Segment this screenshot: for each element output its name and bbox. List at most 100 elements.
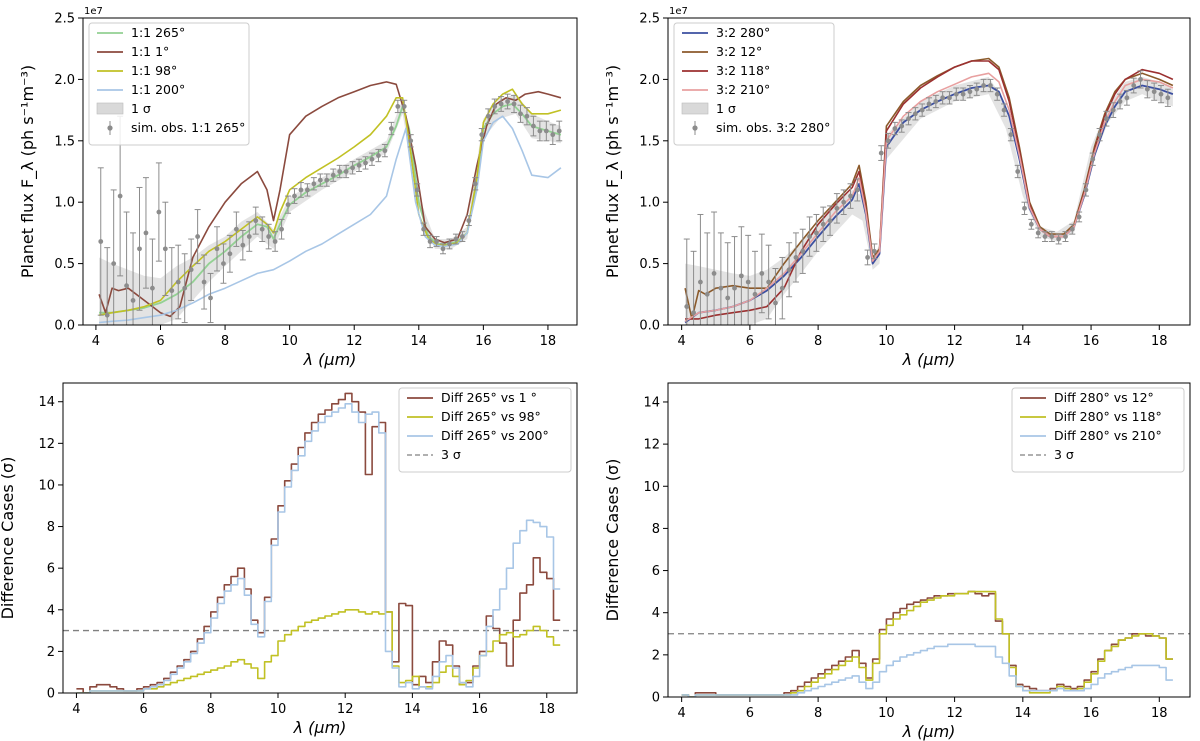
x-tick-label: 4 xyxy=(678,334,686,349)
legend-frame xyxy=(88,22,250,146)
obs-point xyxy=(259,226,265,232)
legend-label: 1:1 98° xyxy=(131,63,177,78)
obs-point xyxy=(732,285,737,291)
y-tick-label: 2.5 xyxy=(54,12,75,27)
x-tick-label: 10 xyxy=(281,334,298,349)
obs-point xyxy=(947,95,952,101)
legend-label: 1:1 200° xyxy=(131,82,185,97)
legend-label: Diff 280° vs 12° xyxy=(1054,390,1154,405)
obs-point xyxy=(912,111,918,117)
y-tick-label: 0.0 xyxy=(639,319,660,334)
obs-point xyxy=(752,291,758,297)
obs-point xyxy=(550,132,556,138)
obs-point xyxy=(143,230,149,236)
obs-point xyxy=(1015,169,1021,174)
obs-point xyxy=(266,234,272,239)
obs-point xyxy=(421,226,427,232)
y-tick-label: 12 xyxy=(38,437,55,452)
y-axis-label: Difference Cases (σ) xyxy=(0,457,17,620)
obs-point xyxy=(330,172,336,178)
x-tick-label: 6 xyxy=(746,334,754,349)
y-axis-label: Difference Cases (σ) xyxy=(603,459,622,622)
obs-point xyxy=(537,128,543,134)
obs-point xyxy=(1076,214,1082,220)
legend: 1:1 265° 1:1 1° 1:1 98° 1:1 200° 1 σ sim. obs… xyxy=(88,22,250,146)
y-tick-label: 4 xyxy=(47,603,55,618)
y-tick-label: 6 xyxy=(47,562,55,577)
obs-point xyxy=(395,104,401,109)
obs-point xyxy=(684,304,690,309)
legend-label: 1:1 265° xyxy=(131,25,185,40)
obs-point xyxy=(324,177,330,183)
legend-swatch-point xyxy=(692,125,698,131)
obs-point xyxy=(1104,116,1109,122)
obs-point xyxy=(343,169,349,174)
x-tick-label: 12 xyxy=(337,702,354,717)
series-line-4 xyxy=(99,115,562,324)
legend-swatch-point xyxy=(107,125,113,131)
obs-point xyxy=(1097,132,1102,138)
obs-point xyxy=(208,295,213,301)
y-tick-label: 2 xyxy=(47,645,55,660)
obs-point xyxy=(1001,107,1007,113)
obs-point xyxy=(711,271,717,276)
obs-point xyxy=(240,242,246,248)
panel-top-left: 4 6 8 10 12 14 16 18 0.0 0.5 1.0 1.5 2.0 2.5 1e7 λ (μm)… xyxy=(18,6,578,369)
obs-point xyxy=(427,239,433,244)
obs-point xyxy=(1110,107,1116,113)
legend-label: 3 σ xyxy=(441,447,461,462)
panel-bottom-right: 4 6 8 10 12 14 16 18 0 2 4 6 8 10 12 14 λ (μm) Difference… xyxy=(603,382,1191,741)
obs-point xyxy=(246,234,252,239)
y-tick-label: 2 xyxy=(652,648,660,663)
obs-point xyxy=(104,312,110,318)
obs-point xyxy=(304,187,310,193)
obs-point xyxy=(188,267,194,273)
obs-point xyxy=(447,241,452,247)
obs-point xyxy=(926,101,932,107)
obs-point xyxy=(841,199,847,205)
obs-point xyxy=(363,160,368,166)
obs-point xyxy=(773,300,778,306)
obs-point xyxy=(505,99,510,104)
x-tick-label: 16 xyxy=(475,334,492,349)
legend-label: 3:2 280° xyxy=(716,25,770,40)
x-axis-label: λ (μm) xyxy=(902,722,956,741)
x-tick-label: 10 xyxy=(878,706,895,721)
obs-point xyxy=(745,279,751,285)
obs-point xyxy=(960,91,966,97)
y-tick-label: 1.0 xyxy=(54,196,75,211)
obs-point xyxy=(793,255,799,260)
obs-point xyxy=(369,156,375,162)
x-axis-label: λ (μm) xyxy=(902,350,956,369)
y-tick-label: 6 xyxy=(652,564,660,579)
obs-point xyxy=(337,169,343,174)
obs-point xyxy=(981,83,986,88)
obs-point xyxy=(1063,234,1068,239)
y-tick-label: 0.5 xyxy=(639,257,660,272)
legend-frame xyxy=(1011,387,1185,473)
x-tick-label: 12 xyxy=(946,706,963,721)
obs-point xyxy=(854,187,860,193)
legend-label: 1:1 1° xyxy=(131,44,169,59)
x-tick-label: 4 xyxy=(72,702,80,717)
obs-point xyxy=(434,239,439,244)
obs-point xyxy=(1138,77,1143,82)
x-tick-label: 8 xyxy=(221,334,229,349)
legend-label: Diff 265° vs 98° xyxy=(441,409,541,424)
series-line-1 xyxy=(681,590,1173,697)
x-tick-label: 12 xyxy=(946,334,963,349)
obs-point xyxy=(311,181,317,187)
plot-area xyxy=(683,57,1174,325)
obs-point xyxy=(292,193,297,199)
obs-point xyxy=(531,123,536,129)
legend-label: 3:2 118° xyxy=(716,63,770,78)
obs-point xyxy=(1144,86,1150,92)
obs-point xyxy=(1124,95,1130,101)
obs-point xyxy=(1056,236,1062,242)
obs-point xyxy=(834,205,840,211)
series-line-3 xyxy=(98,88,562,316)
y-tick-label: 2.5 xyxy=(639,12,660,27)
obs-point xyxy=(175,279,181,285)
series-line-3 xyxy=(76,403,561,693)
obs-point xyxy=(195,234,201,239)
